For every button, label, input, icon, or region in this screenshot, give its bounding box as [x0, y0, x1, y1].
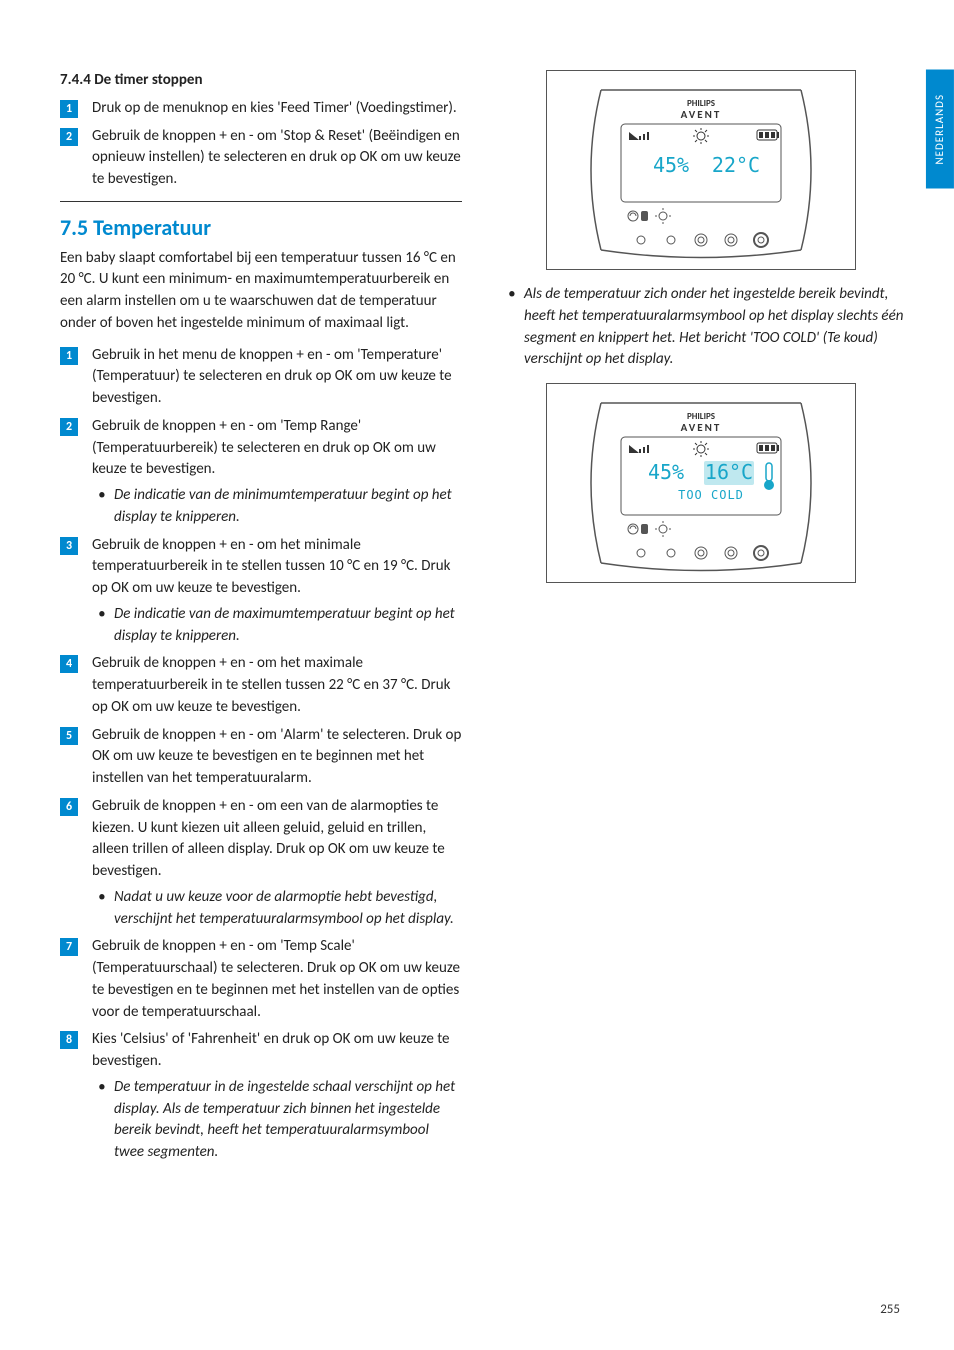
page-number: 255	[880, 1301, 900, 1320]
step-text: Gebruik de knoppen + en - om een van de …	[92, 797, 445, 880]
lcd-temp: 16°C	[705, 460, 753, 484]
brand-sub-label: AVENT	[681, 108, 722, 121]
step-text: Gebruik de knoppen + en - om het minimal…	[92, 536, 450, 598]
step-text: Kies 'Celsius' of 'Fahrenheit' en druk o…	[92, 1030, 450, 1070]
divider	[60, 201, 462, 202]
heading-744: 7.4.4 De timer stoppen	[60, 70, 462, 92]
step-number: 2	[60, 128, 78, 146]
step-text: Gebruik in het menu de knoppen + en - om…	[92, 346, 452, 408]
device-figure-1: PHILIPS AVENT 45% 22°C	[546, 70, 856, 270]
device-figure-2: PHILIPS AVENT 45% 16°C TOO COLD	[546, 383, 856, 583]
step-text: Gebruik de knoppen + en - om 'Alarm' te …	[92, 726, 461, 788]
step-number: 3	[60, 537, 78, 555]
step-number: 7	[60, 938, 78, 956]
step-number: 6	[60, 798, 78, 816]
step-bullet: De indicatie van de minimumtemperatuur b…	[92, 485, 462, 529]
lcd-humidity: 45%	[648, 460, 684, 484]
step-text: Gebruik de knoppen + en - om het maximal…	[92, 654, 450, 716]
step-text: Gebruik de knoppen + en - om 'Stop & Res…	[92, 127, 461, 189]
step-text: Gebruik de knoppen + en - om 'Temp Scale…	[92, 937, 460, 1020]
step-text: Druk op de menuknop en kies 'Feed Timer'…	[92, 99, 457, 117]
step-bullet: De temperatuur in de ingestelde schaal v…	[92, 1077, 462, 1164]
step-bullet: Nadat u uw keuze voor de alarmoptie hebt…	[92, 887, 462, 931]
step-number: 1	[60, 347, 78, 365]
step-number: 4	[60, 655, 78, 673]
steps-75: 1 Gebruik in het menu de knoppen + en - o…	[60, 345, 462, 1164]
step-number: 1	[60, 100, 78, 118]
heading-75: 7.5 Temperatuur	[60, 212, 462, 244]
language-tab: NEDERLANDS	[926, 70, 954, 189]
lcd-humidity: 45%	[653, 153, 689, 177]
step-number: 2	[60, 418, 78, 436]
step-text: Gebruik de knoppen + en - om 'Temp Range…	[92, 417, 436, 479]
steps-744: 1 Druk op de menuknop en kies 'Feed Timer…	[60, 98, 462, 191]
step-number: 8	[60, 1031, 78, 1049]
lcd-message: TOO COLD	[678, 488, 744, 502]
intro-75: Een baby slaapt comfortabel bij een temp…	[60, 248, 462, 335]
lcd-temp: 22°C	[712, 153, 760, 177]
step-number: 5	[60, 727, 78, 745]
step-bullet: De indicatie van de maximumtemperatuur b…	[92, 604, 462, 648]
brand-sub-label: AVENT	[681, 421, 722, 434]
after-fig1-bullet: Als de temperatuur zich onder het ingest…	[502, 284, 904, 371]
after-fig1-bullet-list: Als de temperatuur zich onder het ingest…	[502, 284, 904, 371]
